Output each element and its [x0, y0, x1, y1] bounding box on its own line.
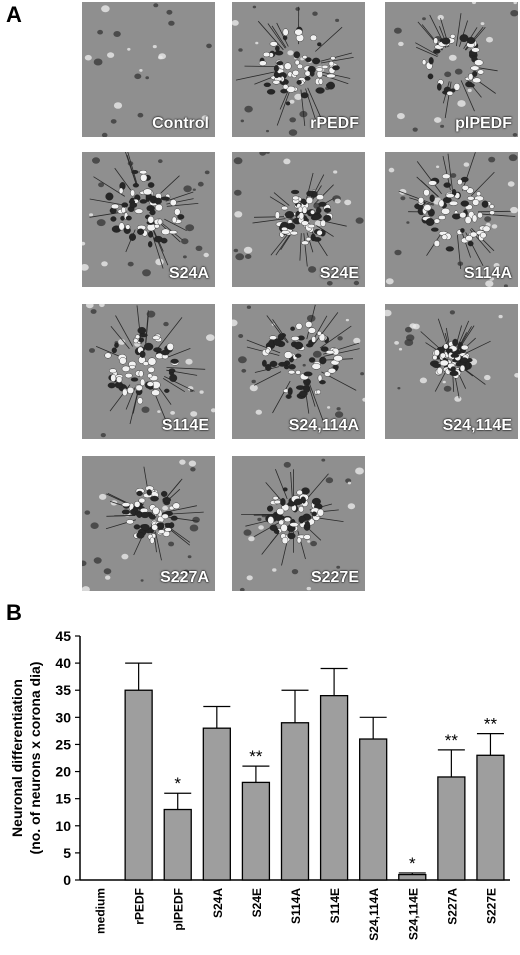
bar-chart: 0 5 10 15 20 25 30 35 40 45 Neuronal differentiati… [9, 628, 510, 941]
micrograph-label: S24,114E [442, 417, 512, 434]
x-tick-label: S24A [211, 888, 225, 918]
micrograph-label: S114E [161, 417, 209, 434]
micrograph-texture [385, 309, 518, 431]
micrograph-s227e: S227E [232, 456, 365, 591]
bar [398, 873, 427, 881]
bar [359, 738, 388, 881]
x-tick-label: rPEDF [133, 888, 147, 925]
x-tick-label: S24,114A [367, 888, 381, 941]
significance-marker: ** [249, 747, 263, 766]
micrograph-s24a: S24A [82, 152, 215, 287]
bar [241, 781, 271, 881]
micrograph-label: Control [152, 115, 209, 132]
x-tick-label: S24E [250, 888, 264, 917]
micrograph-plpedf: plPEDF [385, 2, 518, 137]
micrograph-texture [232, 5, 354, 136]
micrograph-label: S227E [310, 569, 359, 586]
micrograph-s24e: S24E [232, 152, 365, 287]
y-tick-label: 10 [55, 818, 71, 834]
micrograph-s114e: S114E [82, 304, 215, 439]
micrograph-s24-114e: S24,114E [385, 304, 518, 439]
bar [124, 689, 153, 881]
micrograph-label: S114A [463, 265, 512, 282]
y-tick-label: 20 [55, 764, 71, 780]
bar [163, 808, 192, 881]
micrograph-label: S24A [168, 265, 209, 282]
micrograph-texture [82, 152, 210, 277]
micrograph-s114a: S114A [385, 152, 518, 287]
y-axis-label: Neuronal differentiation [9, 679, 25, 837]
micrograph-texture [86, 304, 215, 438]
panel-b-label: B [6, 600, 22, 625]
micrograph-label: S24,114A [288, 417, 359, 434]
bar [437, 776, 466, 881]
micrograph-texture [232, 304, 365, 421]
micrograph-label: plPEDF [455, 115, 512, 132]
micrograph-texture [233, 152, 364, 286]
y-tick-label: 25 [55, 736, 71, 752]
x-tick-label: S227E [484, 888, 498, 924]
micrograph-rpedf: rPEDF [232, 2, 365, 137]
panel-a-label: A [6, 2, 22, 27]
micrograph-texture [239, 458, 364, 591]
micrograph-label: rPEDF [310, 115, 359, 132]
micrograph-s24-114a: S24,114A [232, 304, 365, 439]
y-axis-label-units: (no. of neurons x corona dia) [27, 662, 43, 855]
x-tick-label: S227A [445, 888, 459, 925]
micrograph-texture [385, 152, 518, 287]
y-tick-label: 0 [63, 872, 71, 888]
x-tick-label: S24,114E [406, 888, 420, 940]
y-tick-label: 5 [63, 845, 71, 861]
bar [202, 727, 231, 881]
micrograph-label: S24E [319, 265, 359, 282]
x-tick-label: S114A [289, 888, 303, 924]
x-tick-label: S114E [328, 888, 342, 923]
micrograph-texture [394, 2, 518, 137]
bar [319, 694, 349, 881]
micrograph-label: S227A [160, 569, 209, 586]
significance-marker: * [409, 854, 416, 873]
y-tick-label: 40 [55, 655, 71, 671]
micrograph-texture [82, 459, 204, 591]
y-tick-label: 45 [55, 628, 71, 644]
significance-marker: ** [484, 715, 498, 734]
bar [476, 754, 505, 881]
y-tick-label: 35 [55, 682, 71, 698]
y-tick-label: 15 [55, 791, 71, 807]
y-tick-label: 30 [55, 709, 71, 725]
significance-marker: ** [445, 731, 459, 750]
micrograph-s227a: S227A [82, 456, 215, 591]
micrograph-texture [84, 3, 212, 137]
micrograph-control: Control [82, 2, 215, 137]
bar [280, 722, 310, 881]
significance-marker: * [174, 774, 181, 793]
x-tick-label: medium [94, 888, 108, 934]
x-tick-label: plPEDF [172, 888, 186, 931]
